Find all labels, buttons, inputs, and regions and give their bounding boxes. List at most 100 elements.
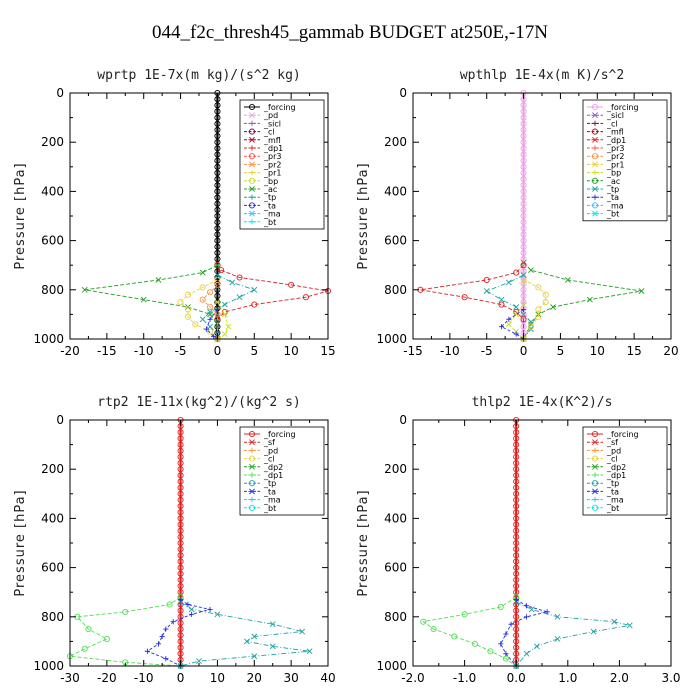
series-point bbox=[166, 601, 173, 608]
series-point bbox=[513, 429, 520, 436]
legend-entry: _bp bbox=[263, 177, 278, 186]
series-point bbox=[554, 636, 561, 642]
y-tick-label: 0 bbox=[399, 86, 407, 100]
legend-marker bbox=[591, 103, 599, 111]
series-point bbox=[177, 429, 184, 436]
series-point bbox=[203, 326, 209, 332]
series-point bbox=[177, 619, 184, 627]
x-tick-label: 10 bbox=[210, 671, 225, 685]
series-point bbox=[269, 643, 276, 650]
legend-marker bbox=[249, 120, 255, 126]
series-point bbox=[140, 296, 147, 303]
series-point bbox=[214, 249, 221, 256]
legend-marker bbox=[249, 136, 255, 143]
series-point bbox=[177, 527, 184, 534]
legend-entry: _forcing bbox=[263, 103, 296, 112]
series-point bbox=[611, 618, 618, 625]
x-tick-label: -10 bbox=[440, 344, 460, 358]
x-tick-label: 10 bbox=[590, 344, 605, 358]
series-point bbox=[214, 194, 221, 201]
legend-box bbox=[582, 99, 668, 222]
series-point bbox=[513, 509, 520, 516]
x-tick-label: 5 bbox=[250, 344, 258, 358]
series-line bbox=[515, 601, 630, 667]
series-group bbox=[66, 416, 313, 670]
series-line bbox=[180, 601, 310, 667]
series-point bbox=[505, 279, 512, 286]
legend-entry: _bt bbox=[263, 218, 276, 227]
series-point bbox=[513, 453, 520, 460]
series-point bbox=[520, 292, 527, 300]
series-point bbox=[214, 243, 221, 250]
legend-entry: _dp1 bbox=[263, 471, 283, 480]
x-tick-label: 0.0 bbox=[507, 671, 526, 685]
legend-entry: _pd bbox=[263, 111, 278, 120]
series-point bbox=[513, 613, 520, 620]
legend-entry: _ac bbox=[606, 177, 620, 186]
series-point bbox=[214, 262, 221, 269]
x-tick-label: 0 bbox=[520, 344, 528, 358]
legend-entry: _sf bbox=[606, 438, 618, 447]
legend-marker bbox=[592, 447, 598, 453]
series-point bbox=[214, 139, 221, 146]
series-point bbox=[535, 284, 542, 291]
legend-marker bbox=[249, 472, 255, 478]
legend-entry: _cl bbox=[263, 128, 275, 137]
legend-marker bbox=[249, 186, 255, 192]
legend-entry: _ma bbox=[606, 496, 624, 505]
y-tick-label: 800 bbox=[384, 283, 407, 297]
series-point bbox=[520, 249, 527, 256]
series-point bbox=[513, 552, 520, 559]
series-point bbox=[299, 628, 306, 635]
series-point bbox=[177, 478, 184, 485]
series-point bbox=[461, 294, 468, 301]
x-tick-label: -20 bbox=[97, 671, 117, 685]
x-tick-label: -15 bbox=[97, 344, 117, 358]
legend: _forcing_pd_sicl_cl_mfl_dp1_pr3_pr2_pr1_… bbox=[239, 99, 325, 230]
series-point bbox=[207, 316, 213, 322]
x-tick-label: -5 bbox=[481, 344, 493, 358]
series-point bbox=[221, 301, 228, 308]
legend-entry: _mfl bbox=[263, 136, 281, 145]
legend-entry: _pd bbox=[606, 446, 621, 455]
y-tick-label: 800 bbox=[384, 610, 407, 624]
series-point bbox=[177, 496, 184, 504]
series-point bbox=[520, 316, 527, 323]
legend-marker bbox=[248, 103, 256, 111]
x-tick-label: 20 bbox=[663, 344, 678, 358]
y-tick-label: 0 bbox=[56, 86, 64, 100]
series-point bbox=[177, 503, 184, 510]
series-point bbox=[199, 269, 206, 276]
series-point bbox=[177, 638, 184, 645]
series-point bbox=[214, 231, 221, 238]
series-point bbox=[229, 279, 236, 286]
legend-entry: _forcing bbox=[606, 103, 639, 112]
series-point bbox=[564, 277, 571, 283]
series-point bbox=[214, 262, 221, 269]
legend-entry: _forcing bbox=[263, 430, 296, 439]
legend-marker bbox=[249, 210, 255, 217]
series-point bbox=[177, 466, 184, 473]
legend-marker bbox=[249, 439, 255, 446]
legend-entry: _forcing bbox=[606, 430, 639, 439]
series-point bbox=[523, 650, 530, 657]
series-point bbox=[214, 611, 221, 618]
series-point bbox=[214, 299, 221, 306]
series-point bbox=[236, 294, 243, 301]
legend-entry: _bt bbox=[263, 504, 276, 513]
y-tick-label: 200 bbox=[41, 135, 64, 149]
series-point bbox=[177, 459, 184, 467]
x-tick-label: -2.0 bbox=[401, 671, 424, 685]
legend-marker bbox=[592, 136, 598, 143]
series-point bbox=[177, 552, 184, 559]
series-point bbox=[513, 269, 520, 276]
series-point bbox=[177, 583, 184, 590]
series-point bbox=[513, 441, 520, 448]
series-point bbox=[535, 306, 542, 313]
legend-entry: _mfl bbox=[606, 128, 624, 137]
series-line bbox=[422, 596, 517, 667]
series-point bbox=[520, 120, 527, 127]
series-line bbox=[216, 264, 329, 339]
y-tick-label: 1000 bbox=[376, 659, 407, 673]
series-point bbox=[487, 648, 494, 655]
